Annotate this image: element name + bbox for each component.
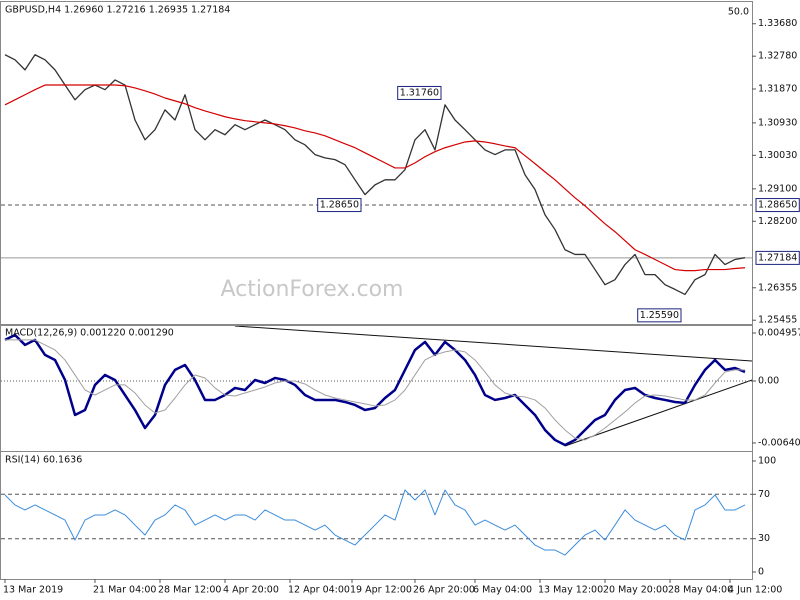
macd-trendline	[234, 325, 753, 362]
x-tick-label: 13 May 12:00	[538, 585, 603, 596]
macd-trendline	[564, 379, 753, 447]
label-box	[397, 85, 442, 100]
y-tick-label: 1.31870	[758, 83, 797, 94]
watermark: ActionForex.com	[221, 277, 404, 302]
x-tick-label: 28 May 04:00	[668, 585, 733, 596]
x-tick-label: 4 Apr 20:00	[223, 585, 279, 596]
scale-label: 50.0	[728, 7, 749, 18]
x-tick-label: 6 May 04:00	[473, 585, 532, 596]
annotation-label: 1.25590	[640, 310, 679, 321]
level-label: 1.27184	[758, 252, 797, 263]
series-line	[4, 54, 746, 296]
label-box	[755, 198, 800, 213]
x-tick-label: 21 Mar 04:00	[93, 585, 156, 596]
panel-title: RSI(14) 60.1636	[5, 455, 82, 466]
x-tick-label: 26 Apr 20:00	[413, 585, 475, 596]
panel-frame	[0, 451, 753, 580]
y-tick-label: 0	[758, 567, 764, 578]
y-tick-label: 1.26355	[758, 282, 797, 293]
y-tick-label: 1.25455	[758, 315, 797, 326]
y-tick-label: 30	[758, 533, 770, 544]
y-tick-label: 1.30930	[758, 117, 797, 128]
series-line	[4, 84, 746, 272]
y-tick-label: 1.28200	[758, 216, 797, 227]
panel-title: GBPUSD,H4 1.26960 1.27216 1.26935 1.2718…	[5, 5, 230, 16]
panel-frame	[0, 1, 753, 326]
y-tick-label: 1.33680	[758, 18, 797, 29]
y-tick-label: -0.006404	[758, 437, 800, 448]
label-box	[317, 198, 362, 213]
y-tick-label: 0.004957	[758, 327, 800, 338]
series-line	[5, 339, 745, 441]
y-tick-label: 1.30030	[758, 150, 797, 161]
y-tick-label: 70	[758, 489, 770, 500]
y-tick-label: 0.00	[758, 375, 779, 386]
x-tick-label: 4 Jun 12:00	[728, 585, 782, 596]
x-tick-label: 13 Mar 2019	[3, 585, 63, 596]
level-label: 1.28650	[758, 200, 797, 211]
x-tick-label: 19 Apr 12:00	[350, 585, 412, 596]
x-tick-label: 20 May 20:00	[603, 585, 668, 596]
annotation-label: 1.31760	[400, 87, 439, 98]
panel-title: MACD(12,26,9) 0.001220 0.001290	[5, 328, 174, 339]
label-box	[755, 250, 800, 265]
series-line	[4, 333, 746, 447]
x-tick-label: 12 Apr 04:00	[288, 585, 350, 596]
x-tick-label: 28 Mar 12:00	[158, 585, 221, 596]
series-line	[4, 489, 746, 556]
y-tick-label: 1.32780	[758, 51, 797, 62]
annotation-label: 1.28650	[320, 200, 359, 211]
label-box	[637, 308, 682, 323]
y-tick-label: 1.29100	[758, 183, 797, 194]
y-tick-label: 100	[758, 455, 776, 466]
